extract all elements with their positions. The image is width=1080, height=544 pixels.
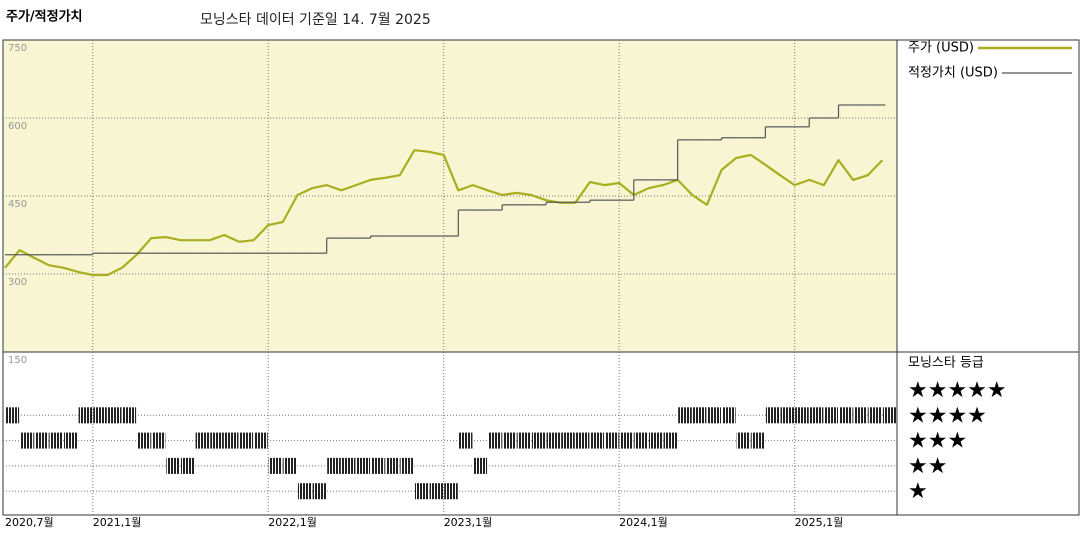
rating-bar [605, 432, 619, 449]
rating-bar [707, 407, 722, 424]
y-tick-label: 600 [8, 121, 27, 132]
rating-bar [385, 457, 400, 474]
y-tick-label: 150 [8, 355, 27, 366]
price-line [4, 149, 884, 277]
rating-level-label: ★★★ [908, 429, 967, 454]
rating-bar [341, 457, 356, 474]
chart-subtitle: 모닝스타 데이터 기준일 14. 7월 2025 [200, 12, 431, 28]
rating-bar [853, 407, 868, 424]
rating-bar [722, 407, 736, 424]
rating-bar [297, 483, 312, 500]
rating-bar [268, 457, 283, 474]
rating-bar [868, 407, 882, 424]
rating-bar [648, 432, 663, 449]
rating-bar [678, 407, 692, 424]
rating-bar [429, 483, 444, 500]
rating-bar [122, 407, 137, 424]
frame [2, 39, 1080, 516]
rating-bar [561, 432, 575, 449]
rating-bar [5, 407, 20, 424]
rating-bar [736, 432, 751, 449]
rating-bar [692, 407, 707, 424]
rating-bar [20, 432, 34, 449]
rating-bar [751, 432, 765, 449]
rating-bar [546, 432, 561, 449]
rating-bar [78, 407, 93, 424]
rating-bar [283, 457, 297, 474]
rating-bar [444, 483, 458, 500]
rating-bar [517, 432, 531, 449]
x-tick-label: 2021,1월 [93, 516, 142, 529]
rating-bar [663, 432, 678, 449]
rating-bar [34, 432, 49, 449]
rating-bar [765, 407, 780, 424]
rating-bar [137, 432, 151, 449]
rating-bar [210, 432, 224, 449]
x-tick-label: 2020,7월 [5, 516, 54, 529]
rating-bar [371, 457, 385, 474]
rating-bar [400, 457, 414, 474]
rating-bar [795, 407, 809, 424]
rating-bar [327, 457, 341, 474]
rating-bar [312, 483, 327, 500]
rating-bar [502, 432, 517, 449]
x-tick-label: 2024,1월 [619, 516, 668, 529]
rating-bar [809, 407, 824, 424]
rating-level-label: ★★★★★ [908, 378, 1007, 403]
rating-bar [575, 432, 590, 449]
rating-level-label: ★★ [908, 454, 947, 479]
rating-bar [254, 432, 268, 449]
rating-title: 모닝스타 등급 [908, 356, 984, 371]
rating-bar [195, 432, 210, 449]
rating-bar [224, 432, 239, 449]
rating-level-label: ★★★★ [908, 403, 987, 428]
rating-bar [780, 407, 795, 424]
legend-label: 적정가치 (USD) [908, 66, 998, 81]
rating-bar [531, 432, 546, 449]
rating-bar [590, 432, 605, 449]
rating-bar [619, 432, 634, 449]
rating-bar [49, 432, 63, 449]
rating-bar [882, 407, 897, 424]
y-tick-label: 450 [8, 199, 27, 210]
rating-level-label: ★ [908, 479, 928, 504]
rating-bar [824, 407, 839, 424]
rating-bar [107, 407, 122, 424]
rating-bar [414, 483, 429, 500]
rating-bar [488, 432, 502, 449]
rating-bar [239, 432, 254, 449]
x-tick-label: 2023,1월 [444, 516, 493, 529]
rating-bar [356, 457, 371, 474]
rating-bar [180, 457, 195, 474]
rating-bar [166, 457, 180, 474]
rating-bar [839, 407, 853, 424]
rating-bar [93, 407, 107, 424]
x-tick-label: 2025,1월 [795, 516, 844, 529]
legend-label: 주가 (USD) [908, 41, 974, 56]
rating-bar [63, 432, 78, 449]
rating-bar [473, 457, 488, 474]
rating-bar [634, 432, 648, 449]
rating-bar [458, 432, 473, 449]
y-tick-label: 300 [8, 277, 27, 288]
chart-title: 주가/적정가치 [6, 9, 83, 25]
y-tick-label: 750 [8, 43, 27, 54]
x-tick-label: 2022,1월 [268, 516, 317, 529]
rating-bar [151, 432, 166, 449]
